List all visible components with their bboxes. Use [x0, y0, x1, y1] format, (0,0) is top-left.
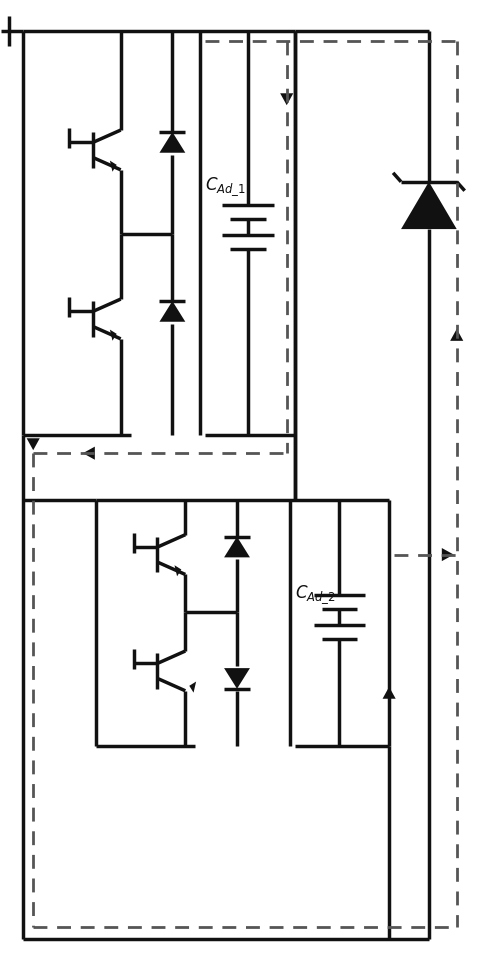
Polygon shape: [189, 682, 196, 692]
Polygon shape: [27, 438, 40, 451]
Polygon shape: [174, 566, 181, 576]
Polygon shape: [224, 668, 250, 689]
Polygon shape: [160, 132, 185, 153]
Polygon shape: [224, 537, 250, 557]
Polygon shape: [442, 548, 454, 561]
Polygon shape: [83, 447, 95, 459]
Polygon shape: [450, 329, 463, 340]
Polygon shape: [382, 687, 396, 699]
Text: $C_{Ad\_1}$: $C_{Ad\_1}$: [205, 176, 246, 198]
Polygon shape: [110, 161, 117, 172]
Polygon shape: [401, 182, 456, 229]
Polygon shape: [160, 301, 185, 322]
Polygon shape: [231, 671, 242, 681]
Polygon shape: [280, 93, 293, 105]
Text: $C_{Ad\_2}$: $C_{Ad\_2}$: [294, 583, 336, 605]
Polygon shape: [110, 330, 117, 340]
